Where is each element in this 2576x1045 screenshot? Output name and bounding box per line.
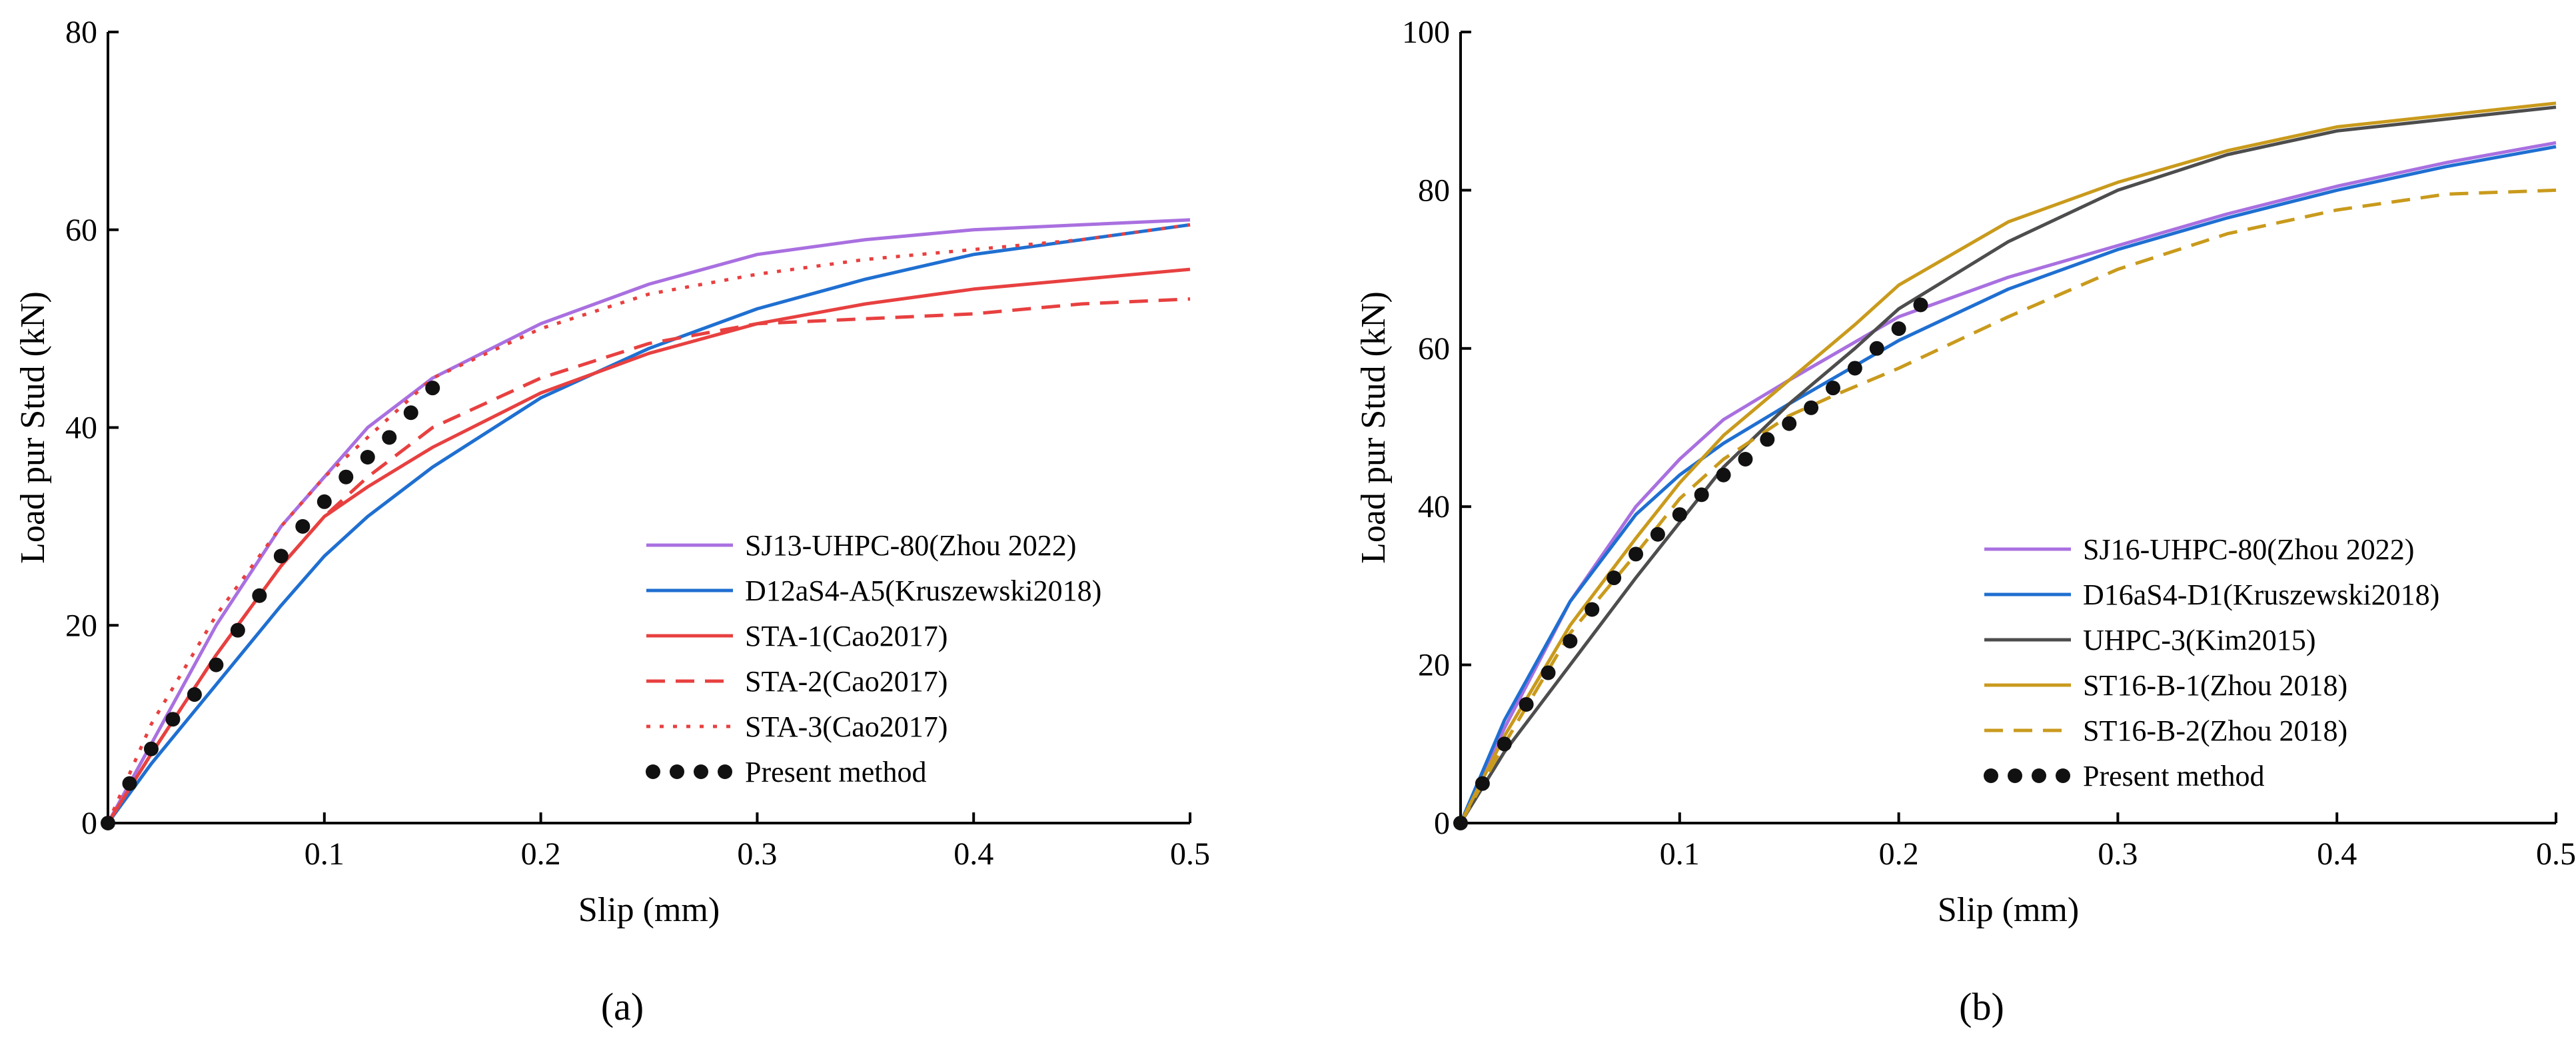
panel-0-y-tick-label: 0 [81,806,97,841]
panel-1-legend-label: UHPC-3(Kim2015) [2083,624,2316,656]
panel-1-legend-marker [1984,768,1998,783]
panel-1-present-method-point [1782,416,1797,431]
panel-1-series-line-1 [1459,145,2557,824]
panel-1-present-method-point [1694,487,1709,503]
panel-1-present-method-point [1650,526,1665,542]
panel-1-x-axis-title: Slip (mm) [1938,891,2079,929]
panel-0-series-line-0 [106,218,1191,824]
panel-1-present-method-point [1607,570,1622,586]
panel-0-present-method-point [273,548,289,564]
panel-1-legend-label: D16aS4-D1(Kruszewski2018) [2083,578,2439,611]
panel-1-x-tick-label: 0.3 [2098,836,2138,872]
panel-0-x-axis-title: Slip (mm) [578,891,720,929]
panel-1-present-method-point [1519,696,1534,712]
panel-1-series-line-4 [1459,188,2557,824]
panel-0-legend-label: STA-3(Cao2017) [745,710,948,743]
panel-0-series-line-1 [106,223,1191,824]
panel-0-legend-label: STA-2(Cao2017) [745,665,948,698]
panel-1-present-method-point [1628,546,1644,562]
panel-0-present-method-point [360,450,375,465]
panel-1-y-axis-title: Load pur Stud (kN) [1355,291,1393,564]
panel-0-present-method-point [101,816,115,830]
panel-1-x-tick-label: 0.2 [1879,836,1919,872]
panel-1-present-method-point [1825,381,1840,396]
panel-0-series-line-4 [106,223,1191,824]
panel-1-y-tick-label: 60 [1418,331,1450,367]
panel-0-legend-marker [694,764,708,779]
panel-0-present-method-point [165,712,181,727]
panel-0-legend-label: STA-1(Cao2017) [745,620,948,652]
panel-0-present-method-point [252,588,267,603]
panel-1-present-method-point [1847,361,1862,376]
panel-0-present-method-point [122,776,137,791]
panel-1-legend-marker [2008,768,2022,783]
panel-1-legend-marker [2056,768,2070,783]
panel-1-present-method-point [1475,776,1490,791]
panel-0-present-method-point [425,381,440,396]
panel-1-legend-label: Present method [2083,760,2265,792]
panel-1-present-method-point [1869,341,1884,356]
panel-0-present-method-point [403,405,418,421]
panel-a: 0 20 40 60 80 0.1 0.2 0.3 0.4 0.5 Slip (mm) Load pu… [14,15,1210,1028]
panel-0-present-method-point [143,741,159,756]
panel-0-present-method-point [187,687,202,702]
panel-0-present-method-point [382,430,397,445]
panel-1-present-method-point [1497,736,1512,752]
panel-0-y-tick-label: 40 [65,411,97,446]
panel-1-y-tick-label: 80 [1418,173,1450,208]
panel-1-panel-label: (b) [1959,985,2004,1028]
panel-1-y-tick-label: 40 [1418,489,1450,524]
panel-1-y-tick-label: 20 [1418,648,1450,683]
panel-0-y-tick-label: 60 [65,213,97,248]
panel-0-y-tick-label: 20 [65,608,97,643]
panel-0-legend-label: D12aS4-A5(Kruszewski2018) [745,574,1101,607]
panel-1-present-method-point [1738,451,1753,467]
panel-0-series-line-3 [106,297,1191,824]
panel-0-legend-marker [718,764,732,779]
panel-0-y-axis-title: Load pur Stud (kN) [14,291,52,564]
panel-0-legend-label: SJ13-UHPC-80(Zhou 2022) [745,529,1076,562]
panel-0-present-method-point [295,519,311,534]
panel-1-x-tick-label: 0.1 [1660,836,1700,872]
panel-0-y-tick-label: 80 [65,15,97,50]
panel-1-present-method-point [1716,467,1731,483]
panel-0-present-method-point [209,657,224,672]
panel-0-x-tick-label: 0.2 [521,836,561,872]
panel-0-x-tick-label: 0.5 [1170,836,1210,872]
panel-0-legend-marker [670,764,684,779]
panel-0-x-tick-label: 0.1 [305,836,344,872]
panel-0-x-tick-label: 0.3 [737,836,777,872]
panel-1-present-method-point [1672,507,1687,522]
panel-1-legend-label: ST16-B-1(Zhou 2018) [2083,669,2347,702]
panel-1-series-line-3 [1459,101,2557,824]
panel-1-legend-label: SJ16-UHPC-80(Zhou 2022) [2083,533,2414,566]
panel-1-series-line-0 [1459,141,2557,824]
panel-0-present-method-point [317,494,332,509]
panel-1-present-method-point [1760,432,1775,447]
panel-1-series-line-2 [1459,105,2557,824]
panel-1-y-tick-label: 100 [1402,15,1450,50]
panel-1-present-method-point [1541,665,1556,680]
panel-1-x-tick-label: 0.5 [2536,836,2576,872]
panel-1-legend-marker [2032,768,2046,783]
panel-1-present-method-point [1804,400,1819,415]
panel-1-present-method-point [1453,816,1468,830]
panel-1-y-tick-label: 0 [1434,806,1450,841]
panel-1-present-method-point [1563,633,1578,648]
panel-0-x-tick-label: 0.4 [954,836,993,872]
panel-0-present-method-point [230,622,245,638]
panel-b: 0 20 40 60 80 100 0.1 0.2 0.3 0.4 0.5 Slip (mm) Load… [1355,15,2576,1028]
panel-0-present-method-point [338,469,354,485]
panel-1-present-method-point [1913,297,1928,313]
panel-0-legend-label: Present method [745,756,927,788]
panel-1-x-tick-label: 0.4 [2317,836,2357,872]
panel-1-present-method-point [1585,602,1600,617]
panel-0-panel-label: (a) [601,985,644,1028]
panel-1-legend-label: ST16-B-2(Zhou 2018) [2083,714,2347,747]
panel-0-legend-marker [646,764,660,779]
panel-1-present-method-point [1891,321,1906,337]
